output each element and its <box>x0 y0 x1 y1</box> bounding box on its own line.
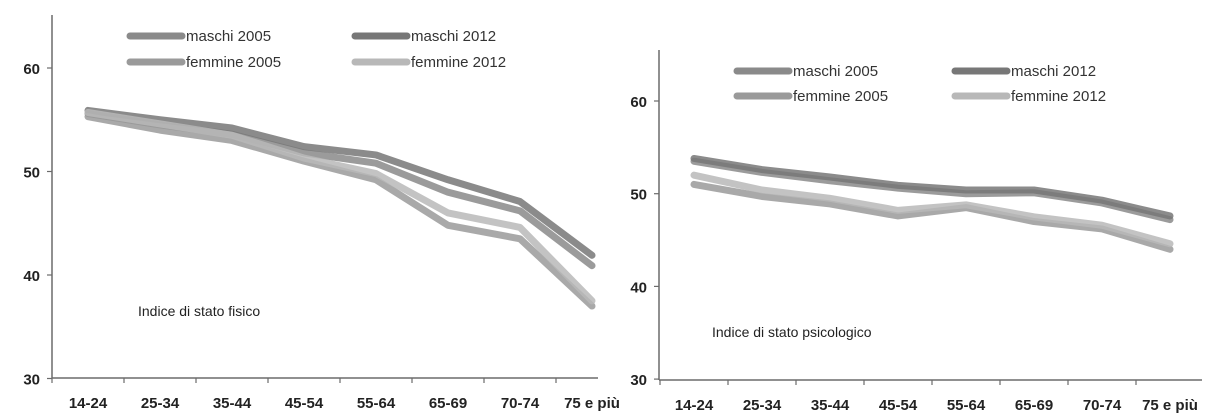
series-line-femmine-2012 <box>690 171 1174 248</box>
x-tick-label: 65-69 <box>1015 397 1053 414</box>
series-line-femmine-2005 <box>690 180 1174 253</box>
chart-psychological-index: 30 40 50 60 14-24 25-34 35-44 45-54 55-64 65-69 70… <box>630 50 1202 414</box>
x-tick-label: 45-54 <box>879 397 918 414</box>
y-tick-label: 50 <box>630 187 647 204</box>
x-tick-label: 14-24 <box>69 395 108 412</box>
legend-label: femmine 2012 <box>411 54 506 71</box>
legend-label: maschi 2012 <box>1011 63 1096 80</box>
legend-label: femmine 2005 <box>793 88 888 105</box>
legend-label: femmine 2005 <box>186 54 281 71</box>
x-tick-label: 55-64 <box>357 395 396 412</box>
y-tick-label: 40 <box>630 279 647 296</box>
legend-label: maschi 2005 <box>186 28 271 45</box>
series-line-maschi-2012 <box>690 154 1174 220</box>
y-tick-label: 60 <box>630 94 647 111</box>
chart-annotation: Indice di stato psicologico <box>712 324 872 340</box>
series-line-femmine-2005 <box>84 113 596 310</box>
y-tick-label: 60 <box>23 61 40 78</box>
x-tick-label: 70-74 <box>501 395 540 412</box>
x-tick-label: 45-54 <box>285 395 324 412</box>
y-tick-label: 30 <box>23 372 40 389</box>
chart-physical-index: 30 40 50 60 14-24 25-34 35-44 45-54 55-64 65-69 70… <box>23 15 620 412</box>
legend-label: maschi 2012 <box>411 28 496 45</box>
x-tick-label: 25-34 <box>141 395 180 412</box>
chart-annotation: Indice di stato fisico <box>138 303 260 319</box>
legend-label: femmine 2012 <box>1011 88 1106 105</box>
series-line-maschi-2005 <box>84 110 596 270</box>
y-tick-label: 40 <box>23 268 40 285</box>
x-tick-label: 14-24 <box>675 397 714 414</box>
x-tick-label: 35-44 <box>213 395 252 412</box>
x-tick-label: 70-74 <box>1083 397 1122 414</box>
y-tick-label: 30 <box>630 372 647 389</box>
series-line-maschi-2012 <box>84 106 596 259</box>
x-tick-label: 65-69 <box>429 395 467 412</box>
legend-label: maschi 2005 <box>793 63 878 80</box>
x-tick-label: 35-44 <box>811 397 850 414</box>
x-tick-label: 25-34 <box>743 397 782 414</box>
series-line-femmine-2012 <box>84 109 596 305</box>
x-tick-label: 55-64 <box>947 397 986 414</box>
x-tick-label: 75 e più <box>564 395 620 412</box>
y-tick-label: 50 <box>23 165 40 182</box>
x-tick-label: 75 e più <box>1142 397 1198 414</box>
